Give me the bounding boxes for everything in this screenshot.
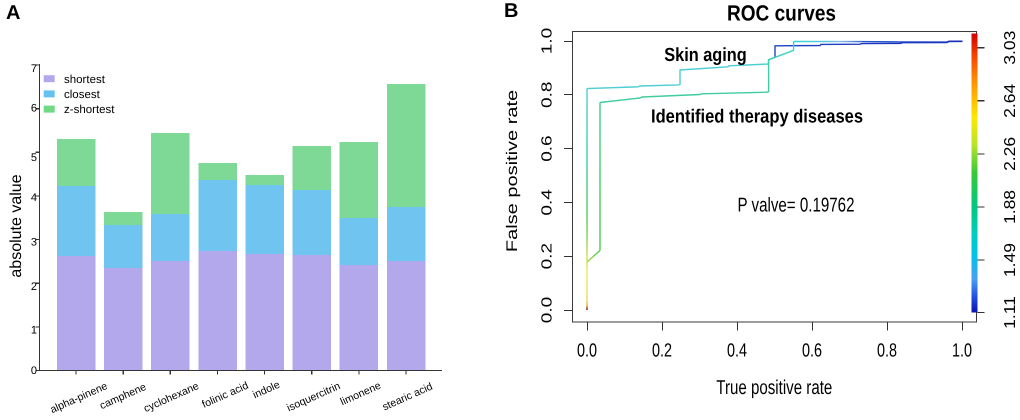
svg-text:1.11: 1.11	[1001, 296, 1019, 329]
svg-text:B: B	[504, 0, 518, 22]
svg-text:1.49: 1.49	[1001, 243, 1019, 277]
svg-text:0: 0	[31, 365, 37, 377]
svg-text:A: A	[6, 2, 20, 24]
svg-text:False positive rate: False positive rate	[504, 90, 521, 252]
svg-text:True positive rate: True positive rate	[716, 377, 832, 399]
svg-text:2.26: 2.26	[1001, 137, 1019, 171]
svg-text:7: 7	[31, 63, 37, 75]
svg-text:shortest: shortest	[64, 74, 106, 86]
svg-text:0.2: 0.2	[652, 341, 672, 362]
svg-text:0.8: 0.8	[539, 82, 555, 108]
svg-text:2.64: 2.64	[1001, 84, 1019, 118]
svg-text:0.4: 0.4	[539, 189, 555, 216]
svg-text:cyclohexane: cyclohexane	[142, 380, 201, 415]
svg-text:indole: indole	[251, 379, 282, 402]
svg-text:2: 2	[31, 281, 37, 293]
svg-text:alpha-pinene: alpha-pinene	[48, 380, 109, 416]
svg-text:3.03: 3.03	[1001, 31, 1019, 65]
svg-text:limonene: limonene	[339, 380, 383, 408]
svg-text:1: 1	[31, 324, 37, 336]
svg-text:ROC curves: ROC curves	[727, 1, 836, 26]
svg-text:0.2: 0.2	[539, 243, 555, 269]
svg-text:stearic acid: stearic acid	[381, 381, 435, 414]
svg-text:1.88: 1.88	[1001, 190, 1019, 224]
svg-text:6: 6	[31, 103, 37, 115]
svg-text:0.8: 0.8	[877, 341, 897, 362]
svg-text:0.0: 0.0	[577, 341, 597, 362]
svg-text:0.4: 0.4	[727, 341, 747, 362]
svg-text:isoquercitrin: isoquercitrin	[285, 380, 342, 414]
svg-text:0.6: 0.6	[539, 135, 555, 161]
svg-text:Skin aging: Skin aging	[664, 45, 747, 66]
svg-text:closest: closest	[64, 89, 101, 101]
svg-text:1.0: 1.0	[539, 28, 555, 54]
svg-text:P valve= 0.19762: P valve= 0.19762	[738, 195, 855, 217]
svg-text:folinic acid: folinic acid	[200, 380, 250, 411]
svg-text:4: 4	[31, 192, 37, 204]
svg-text:1.0: 1.0	[952, 341, 972, 362]
svg-text:Identified therapy diseases: Identified therapy diseases	[651, 107, 863, 128]
svg-text:z-shortest: z-shortest	[64, 104, 115, 116]
svg-text:5: 5	[31, 152, 37, 164]
svg-text:0.0: 0.0	[539, 297, 555, 323]
svg-text:3: 3	[31, 237, 37, 249]
svg-text:0.6: 0.6	[802, 341, 822, 362]
svg-text:absolute value: absolute value	[8, 174, 25, 277]
